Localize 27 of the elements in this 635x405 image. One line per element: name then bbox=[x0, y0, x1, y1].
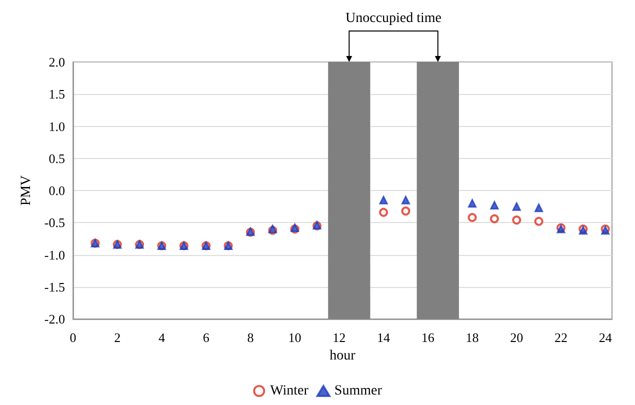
y-tick-label: 0.0 bbox=[48, 183, 65, 198]
x-tick-label: 0 bbox=[70, 330, 76, 345]
y-tick-label: -1.0 bbox=[44, 247, 65, 262]
y-tick-label: -1.5 bbox=[44, 279, 65, 294]
x-tick-label: 12 bbox=[332, 330, 346, 345]
y-axis-title: PMV bbox=[19, 175, 34, 206]
x-axis-title: hour bbox=[330, 348, 356, 364]
y-tick-label: 2.0 bbox=[48, 54, 65, 70]
y-tick-label: -2.0 bbox=[44, 312, 65, 326]
x-tick-label: 2 bbox=[114, 330, 121, 345]
x-tick-label: 18 bbox=[466, 330, 479, 345]
x-tick-label: 4 bbox=[158, 330, 166, 345]
y-tick-label: -0.5 bbox=[44, 215, 65, 230]
legend-label: Winter bbox=[270, 384, 309, 398]
y-tick-label: 0.5 bbox=[48, 150, 65, 166]
x-tick-label: 24 bbox=[598, 330, 612, 345]
x-tick-label: 6 bbox=[202, 330, 210, 345]
x-tick-label: 16 bbox=[421, 330, 435, 345]
text: Unoccupied time bbox=[346, 11, 442, 26]
legend-label: Summer bbox=[334, 384, 382, 398]
x-tick-label: 10 bbox=[288, 330, 302, 345]
x-tick-label: 8 bbox=[247, 330, 254, 345]
y-tick-label: 1.5 bbox=[48, 86, 65, 102]
y-tick-label: 1.0 bbox=[48, 118, 65, 134]
x-tick-label: 14 bbox=[377, 330, 391, 345]
x-tick-label: 22 bbox=[554, 330, 568, 345]
x-tick-label: 20 bbox=[510, 330, 524, 345]
